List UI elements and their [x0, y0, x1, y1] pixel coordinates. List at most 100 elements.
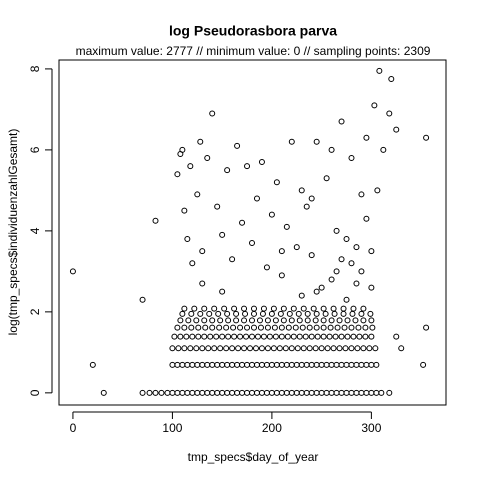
point [343, 361, 350, 368]
point [213, 333, 220, 340]
point [250, 310, 257, 317]
point [152, 389, 159, 396]
point [235, 345, 242, 352]
point [273, 389, 280, 396]
x-tick-label: 100 [162, 421, 182, 435]
point [313, 389, 320, 396]
point [273, 361, 280, 368]
point [285, 324, 292, 331]
point [201, 333, 208, 340]
point [179, 146, 186, 153]
point [328, 146, 335, 153]
plot-box [58, 59, 447, 406]
point [189, 260, 196, 267]
point [333, 268, 340, 275]
point [358, 191, 365, 198]
point [358, 361, 365, 368]
point [386, 110, 393, 117]
point [371, 102, 378, 109]
point [368, 333, 375, 340]
point [322, 310, 329, 317]
point [209, 389, 216, 396]
x-tick-label: 300 [361, 421, 381, 435]
point [158, 389, 165, 396]
point [89, 361, 96, 368]
point [368, 248, 375, 255]
point [264, 345, 271, 352]
point [223, 345, 230, 352]
point [214, 361, 221, 368]
point [343, 389, 350, 396]
point [334, 324, 341, 331]
point [217, 345, 224, 352]
point [283, 389, 290, 396]
point [352, 317, 359, 324]
point [348, 389, 355, 396]
point [388, 76, 395, 83]
point [193, 345, 200, 352]
point [211, 345, 218, 352]
point [300, 345, 307, 352]
point [224, 389, 231, 396]
point [201, 317, 208, 324]
point [219, 288, 226, 295]
point [367, 310, 374, 317]
point [368, 389, 375, 396]
point [241, 317, 248, 324]
point [373, 361, 380, 368]
point [214, 389, 221, 396]
point [341, 324, 348, 331]
point [264, 317, 271, 324]
point [229, 361, 236, 368]
point [368, 284, 375, 291]
point [320, 324, 327, 331]
point [253, 195, 260, 202]
point [366, 345, 373, 352]
point [207, 333, 214, 340]
point [332, 333, 339, 340]
point [233, 310, 240, 317]
point [244, 361, 251, 368]
point [247, 345, 254, 352]
point [343, 235, 350, 242]
point [189, 361, 196, 368]
point [356, 333, 363, 340]
point [234, 389, 241, 396]
point [223, 324, 230, 331]
point [338, 333, 345, 340]
point [204, 361, 211, 368]
point [376, 67, 383, 74]
point [288, 317, 295, 324]
point [258, 389, 265, 396]
point [264, 324, 271, 331]
point [233, 317, 240, 324]
point [312, 345, 319, 352]
point [338, 256, 345, 263]
point [187, 163, 194, 170]
point [330, 345, 337, 352]
point [288, 345, 295, 352]
point [234, 142, 241, 149]
point [348, 260, 355, 267]
point [393, 126, 400, 133]
point [224, 361, 231, 368]
point [204, 389, 211, 396]
point [268, 389, 275, 396]
point [338, 361, 345, 368]
point [197, 310, 204, 317]
point [224, 167, 231, 174]
point [217, 317, 224, 324]
point [69, 268, 76, 275]
point [174, 171, 181, 178]
point [333, 227, 340, 234]
x-tick-label: 0 [70, 421, 77, 435]
point [298, 187, 305, 194]
point [288, 138, 295, 145]
point [224, 310, 231, 317]
point [353, 244, 360, 251]
point [197, 138, 204, 145]
point [380, 146, 387, 153]
point [358, 389, 365, 396]
point [293, 361, 300, 368]
point [283, 223, 290, 230]
